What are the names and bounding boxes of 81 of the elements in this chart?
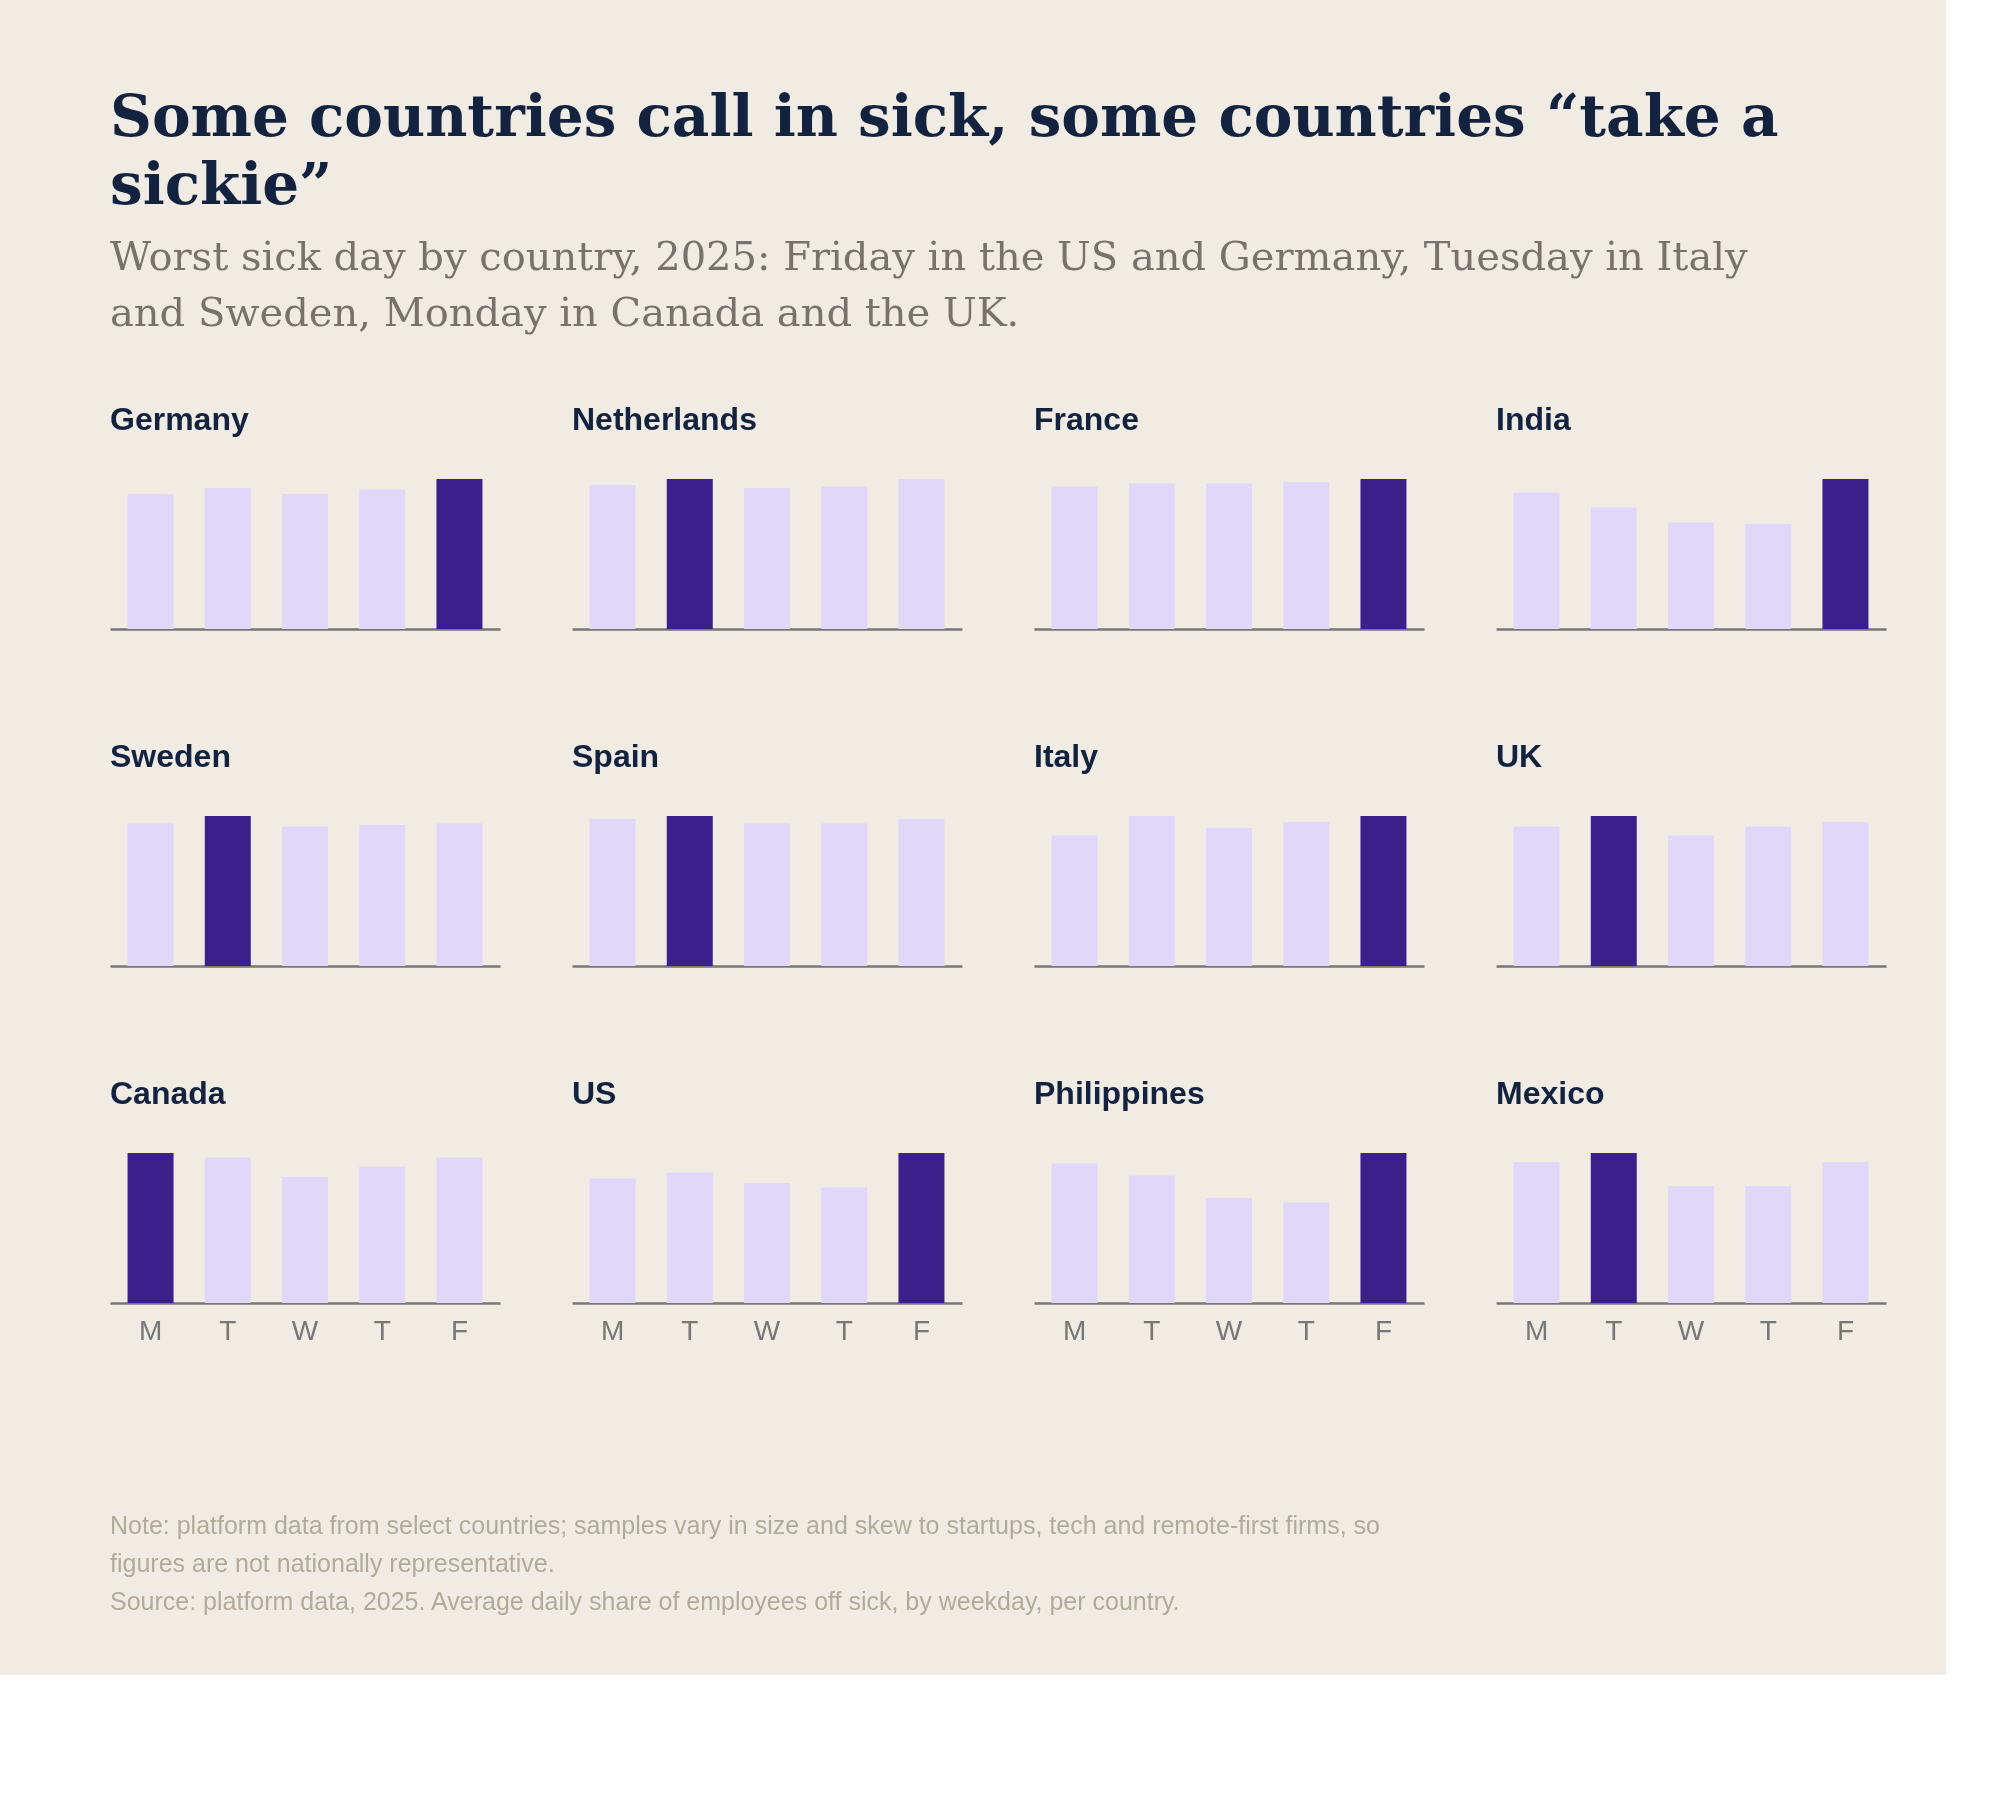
bar xyxy=(1283,1202,1330,1303)
bar xyxy=(204,1157,251,1303)
x-tick-label: M xyxy=(1062,1314,1087,1346)
text: Some countries call in sick, some countries “take a sickie” xyxy=(110,82,1779,218)
chart-title: Netherlands xyxy=(572,401,757,437)
bar xyxy=(589,485,636,629)
bar xyxy=(666,1172,713,1303)
chart-title: US xyxy=(572,1075,617,1111)
bar xyxy=(1051,835,1098,966)
bar xyxy=(744,1183,790,1303)
x-tick-label: M xyxy=(138,1314,163,1346)
bar xyxy=(744,488,790,629)
bar xyxy=(127,823,174,966)
bar xyxy=(1513,492,1560,629)
bar xyxy=(127,1153,174,1303)
bar xyxy=(1051,1163,1098,1303)
bar xyxy=(1206,828,1252,966)
chart-title: UK xyxy=(1496,738,1543,774)
bar xyxy=(1360,816,1407,966)
bar xyxy=(589,1178,636,1303)
x-tick-label: F xyxy=(1374,1314,1393,1346)
bar xyxy=(359,489,406,629)
bar xyxy=(127,494,174,629)
bar xyxy=(1822,822,1869,966)
bar xyxy=(359,1166,406,1303)
source-note: Source: platform data, 2025. Average daily share of employees off sick, by weekday, per country. xyxy=(110,1587,1180,1615)
bar xyxy=(1128,1175,1175,1303)
text: Note: platform data from select countries; samples vary in size and skew to startups, tech and remote-first firms, so figures are not nationally representative. xyxy=(110,1511,1380,1577)
bar xyxy=(436,823,483,966)
bar xyxy=(666,479,713,629)
chart-title: Philippines xyxy=(1034,1075,1205,1111)
bar xyxy=(204,816,251,966)
x-tick-label: F xyxy=(1836,1314,1855,1346)
chart-title: Spain xyxy=(572,738,660,774)
x-tick-label: T xyxy=(1605,1314,1623,1346)
bar xyxy=(1360,1153,1407,1303)
bar xyxy=(1206,1198,1252,1303)
bar xyxy=(282,1177,328,1303)
bar xyxy=(1745,524,1792,629)
bar xyxy=(1283,822,1330,966)
bar xyxy=(821,1187,868,1303)
bar xyxy=(1745,826,1792,966)
x-tick-label: T xyxy=(1759,1314,1777,1346)
x-tick-label: W xyxy=(1677,1314,1705,1346)
bar xyxy=(1128,816,1175,966)
x-tick-label: T xyxy=(1297,1314,1315,1346)
bar xyxy=(898,1153,945,1303)
x-tick-label: M xyxy=(1524,1314,1549,1346)
chart-title: Sweden xyxy=(110,738,231,774)
bar xyxy=(1513,826,1560,966)
x-tick-label: M xyxy=(600,1314,625,1346)
bar xyxy=(1590,507,1637,629)
bar xyxy=(204,488,251,629)
chart-title: Italy xyxy=(1034,738,1099,774)
bar xyxy=(436,1157,483,1303)
chart-title: India xyxy=(1496,401,1571,437)
chart-title: France xyxy=(1034,401,1139,437)
bar xyxy=(1668,835,1714,966)
x-tick-label: F xyxy=(450,1314,469,1346)
bar xyxy=(821,486,868,629)
chart-title: Mexico xyxy=(1496,1075,1605,1111)
x-tick-label: F xyxy=(912,1314,931,1346)
x-tick-label: T xyxy=(835,1314,853,1346)
x-tick-label: T xyxy=(373,1314,391,1346)
x-tick-label: W xyxy=(1215,1314,1243,1346)
x-tick-label: W xyxy=(291,1314,319,1346)
bar xyxy=(1822,479,1869,629)
bar xyxy=(1590,816,1637,966)
bar xyxy=(898,479,945,629)
bar xyxy=(436,479,483,629)
bar xyxy=(359,825,406,966)
x-tick-label: T xyxy=(219,1314,237,1346)
chart-title: Germany xyxy=(110,401,249,437)
bar xyxy=(282,826,328,966)
x-tick-label: T xyxy=(1143,1314,1161,1346)
text: Worst sick day by country, 2025: Friday in the US and Germany, Tuesday in Italy and Sweden, Monday in Canada and the UK. xyxy=(110,233,1749,335)
x-tick-label: W xyxy=(753,1314,781,1346)
bar xyxy=(1668,522,1714,629)
x-tick-label: T xyxy=(681,1314,699,1346)
chart-title: Canada xyxy=(110,1075,226,1111)
bar xyxy=(282,494,328,629)
